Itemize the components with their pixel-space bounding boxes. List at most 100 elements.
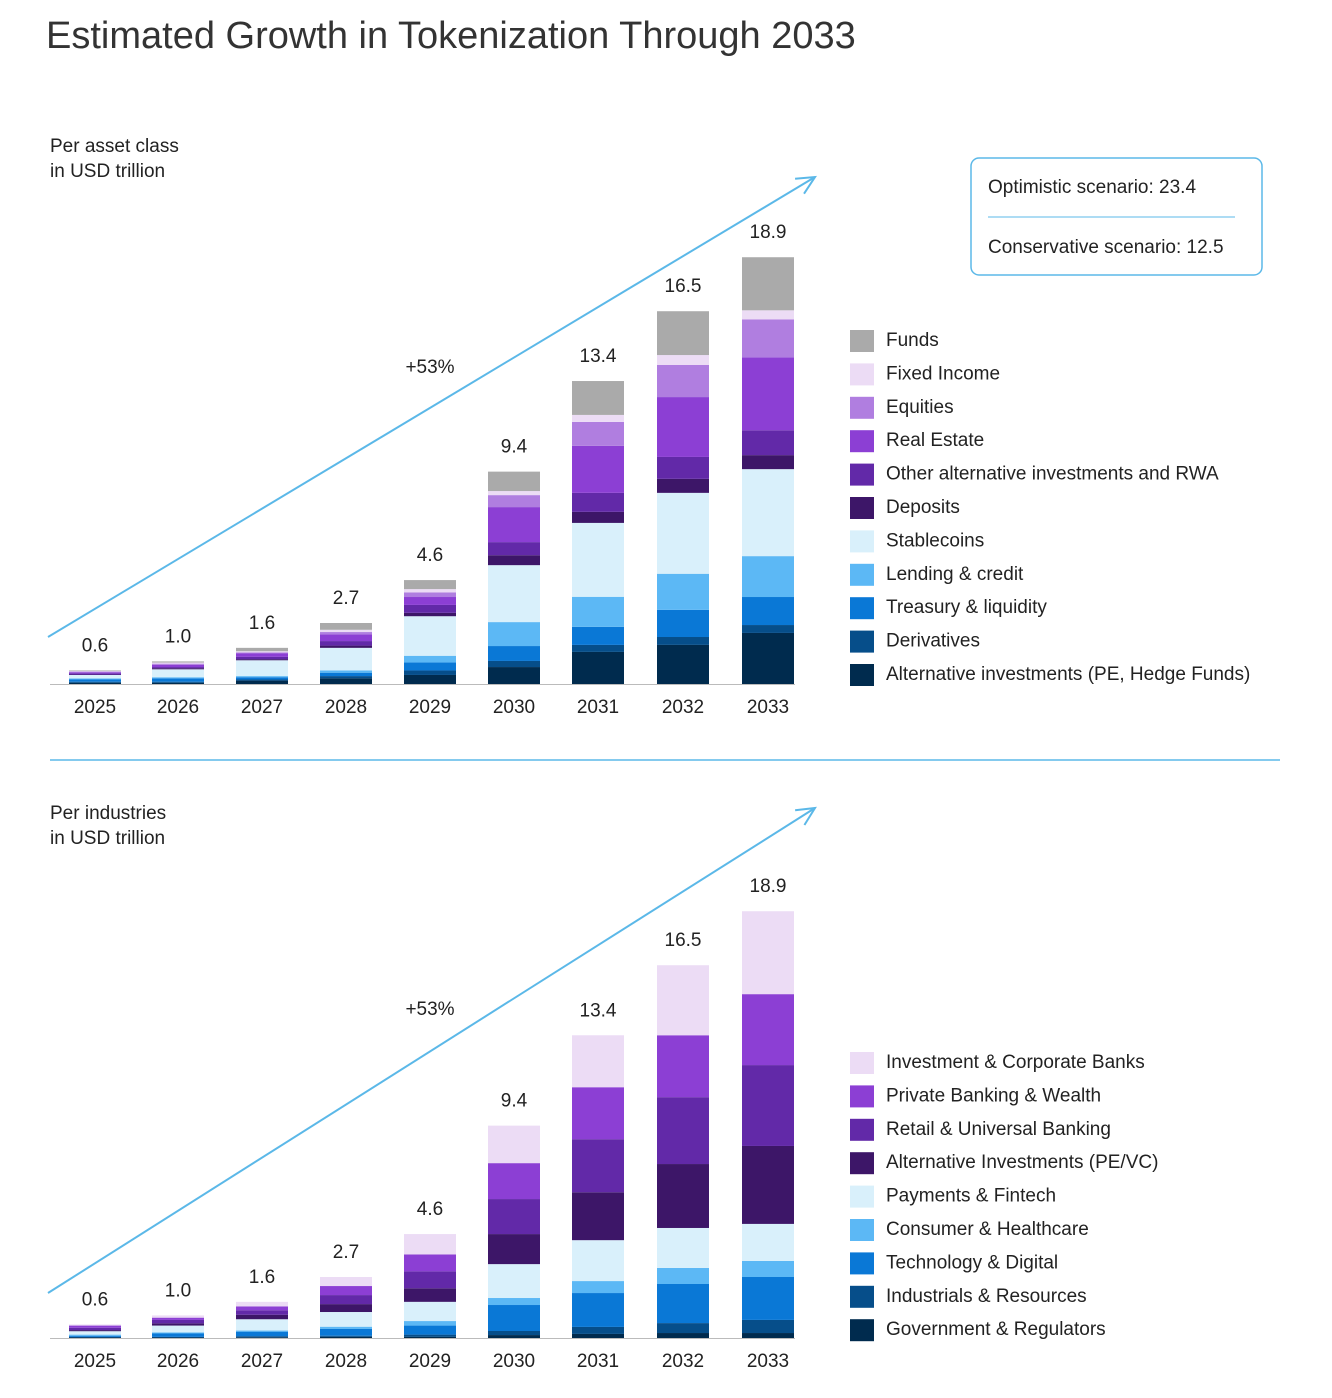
bar-segment bbox=[404, 1301, 456, 1322]
x-tick-label: 2027 bbox=[241, 1351, 283, 1372]
x-tick-label: 2031 bbox=[577, 697, 619, 718]
bar-segment bbox=[488, 1335, 540, 1338]
total-label: 9.4 bbox=[501, 1091, 528, 1112]
bar-segment bbox=[404, 1288, 456, 1302]
legend-swatch bbox=[850, 1252, 874, 1275]
bar-segment bbox=[404, 1271, 456, 1289]
bar-segment bbox=[320, 645, 372, 648]
bar-segment bbox=[657, 573, 709, 610]
bar-segment bbox=[236, 652, 288, 654]
scenario-text: Conservative scenario: 12.5 bbox=[988, 237, 1224, 258]
bar-segment bbox=[742, 597, 794, 626]
legend-swatch bbox=[850, 363, 874, 386]
legend-label: Real Estate bbox=[886, 430, 984, 451]
bar-segment bbox=[742, 632, 794, 684]
x-tick-label: 2033 bbox=[747, 1351, 789, 1372]
bar-segment bbox=[488, 507, 540, 543]
bar-segment bbox=[320, 676, 372, 679]
bar-segment bbox=[236, 1301, 288, 1307]
bar-segment bbox=[572, 414, 624, 422]
bar-segment bbox=[742, 469, 794, 557]
bar-segment bbox=[404, 670, 456, 675]
x-tick-label: 2029 bbox=[409, 1351, 451, 1372]
bar-segment bbox=[236, 679, 288, 681]
x-tick-label: 2032 bbox=[662, 697, 704, 718]
bar-segment bbox=[320, 1286, 372, 1296]
bar-segment bbox=[488, 555, 540, 566]
total-label: 2.7 bbox=[333, 1242, 359, 1263]
bar-segment bbox=[488, 1305, 540, 1331]
bar-segment bbox=[69, 1330, 121, 1332]
bar-segment bbox=[572, 1087, 624, 1140]
bar-segment bbox=[572, 381, 624, 415]
bar-segment bbox=[572, 1139, 624, 1193]
bar-segment bbox=[657, 1333, 709, 1338]
bar-segment bbox=[236, 1310, 288, 1315]
legend-swatch bbox=[850, 1285, 874, 1308]
bar-segment bbox=[236, 659, 288, 661]
total-label: 1.6 bbox=[249, 1267, 275, 1288]
legend-label: Derivatives bbox=[886, 631, 980, 652]
growth-arrow bbox=[47, 176, 816, 638]
total-label: 4.6 bbox=[417, 545, 443, 566]
bar-segment bbox=[69, 678, 121, 680]
bar-segment bbox=[404, 674, 456, 684]
bar-segment bbox=[404, 1321, 456, 1326]
bar-segment bbox=[69, 1327, 121, 1331]
x-tick-label: 2032 bbox=[662, 1351, 704, 1372]
bar-segment bbox=[152, 664, 204, 668]
bar-segment bbox=[236, 1331, 288, 1337]
bar-segment bbox=[572, 445, 624, 493]
bar-segment bbox=[488, 1330, 540, 1336]
bar-segment bbox=[572, 626, 624, 645]
legend-label: Technology & Digital bbox=[886, 1252, 1058, 1273]
bar-segment bbox=[742, 1260, 794, 1277]
bar-segment bbox=[742, 1333, 794, 1338]
bar-segment bbox=[236, 1336, 288, 1338]
bar-segment bbox=[152, 1315, 204, 1318]
bar-segment bbox=[152, 1317, 204, 1320]
growth-arrow bbox=[47, 807, 816, 1294]
bar-segment bbox=[488, 1199, 540, 1235]
bar-segment bbox=[320, 641, 372, 646]
total-label: 13.4 bbox=[580, 1000, 617, 1021]
bar-segment bbox=[572, 596, 624, 627]
legend-swatch bbox=[850, 1085, 874, 1108]
bar-segment bbox=[742, 1065, 794, 1146]
bar-segment bbox=[657, 1035, 709, 1098]
bar-segment bbox=[152, 1325, 204, 1333]
growth-annotation: +53% bbox=[405, 999, 454, 1020]
bar-segment bbox=[657, 1267, 709, 1285]
bar-segment bbox=[404, 589, 456, 593]
bar-segment bbox=[742, 319, 794, 358]
bar-segment bbox=[572, 492, 624, 512]
bar-segment bbox=[657, 311, 709, 356]
bar-segment bbox=[236, 656, 288, 660]
bar-segment bbox=[742, 556, 794, 598]
bar-segment bbox=[320, 1335, 372, 1337]
bar-segment bbox=[742, 257, 794, 311]
bar-segment bbox=[236, 680, 288, 684]
total-label: 18.9 bbox=[750, 876, 787, 897]
bar-segment bbox=[69, 670, 121, 672]
bar-segment bbox=[742, 357, 794, 431]
bar-segment bbox=[404, 1254, 456, 1272]
bar-segment bbox=[236, 1319, 288, 1331]
bar-segment bbox=[152, 661, 204, 663]
legend-swatch bbox=[850, 1052, 874, 1074]
bar-segment bbox=[152, 682, 204, 684]
bar-segment bbox=[152, 1332, 204, 1334]
bar-segment bbox=[572, 1326, 624, 1334]
bar-segment bbox=[236, 1306, 288, 1311]
legend-swatch bbox=[850, 630, 874, 653]
x-tick-label: 2030 bbox=[493, 697, 535, 718]
bar-segment bbox=[657, 965, 709, 1036]
x-tick-label: 2028 bbox=[325, 1351, 367, 1372]
bar-segment bbox=[572, 421, 624, 446]
total-label: 16.5 bbox=[665, 930, 702, 951]
bar-segment bbox=[742, 310, 794, 320]
bar-segment bbox=[488, 667, 540, 684]
bar-segment bbox=[742, 994, 794, 1066]
bar-segment bbox=[236, 653, 288, 657]
